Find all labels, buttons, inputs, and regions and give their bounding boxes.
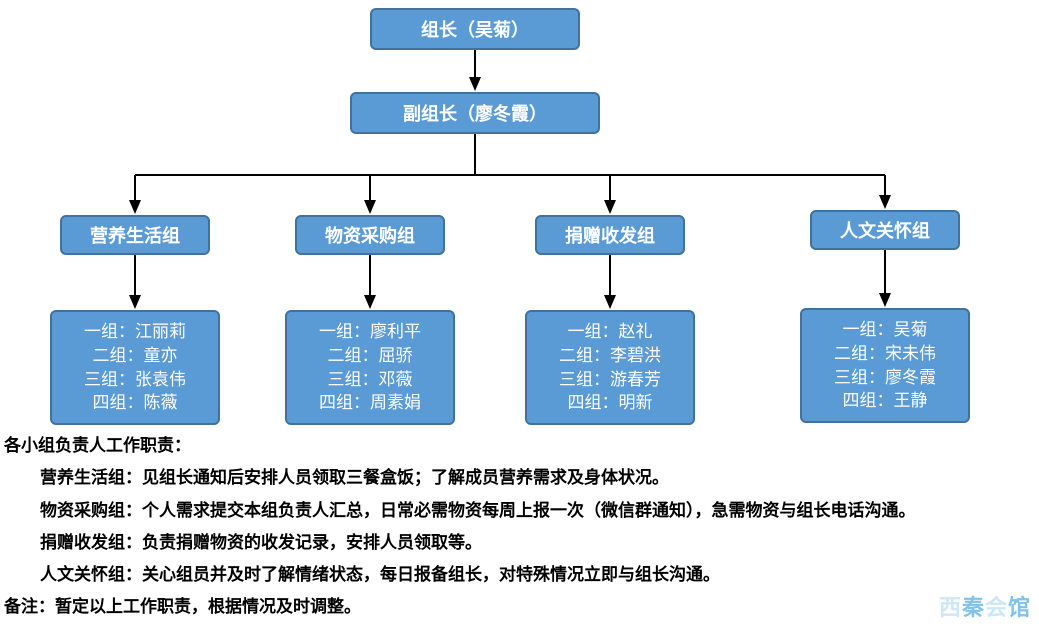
group-title-1-label: 物资采购组 (325, 222, 415, 248)
group-title-3: 人文关怀组 (810, 210, 960, 250)
group-members-1: 一组：廖利平 二组：屈骄 三组：邓薇 四组：周素娟 (285, 310, 455, 425)
notes-remark: 备注：暂定以上工作职责，根据情况及时调整。 (0, 591, 1039, 623)
member-row: 一组：江丽莉 (62, 320, 208, 344)
member-row: 四组：王静 (812, 389, 958, 413)
deputy-node: 副组长（廖冬霞） (350, 92, 600, 134)
notes-line: 物资采购组：个人需求提交本组负责人汇总，日常必需物资每周上报一次（微信群通知），… (0, 495, 1039, 527)
member-row: 一组：廖利平 (297, 320, 443, 344)
notes-block: 各小组负责人工作职责： 营养生活组：见组长通知后安排人员领取三餐盒饭；了解成员营… (0, 430, 1039, 624)
member-row: 二组：屈骄 (297, 344, 443, 368)
member-row: 一组：赵礼 (537, 320, 683, 344)
notes-line: 营养生活组：见组长通知后安排人员领取三餐盒饭；了解成员营养需求及身体状况。 (0, 462, 1039, 494)
notes-line: 捐赠收发组：负责捐赠物资的收发记录，安排人员领取等。 (0, 527, 1039, 559)
leader-node: 组长（吴菊） (370, 8, 580, 50)
member-row: 三组：游春芳 (537, 368, 683, 392)
member-row: 二组：宋未伟 (812, 342, 958, 366)
group-members-2: 一组：赵礼 二组：李碧洪 三组：游春芳 四组：明新 (525, 310, 695, 425)
watermark-char: 会 (985, 595, 1008, 620)
member-row: 三组：邓薇 (297, 368, 443, 392)
member-row: 四组：周素娟 (297, 391, 443, 415)
watermark-char: 西 (939, 595, 962, 620)
notes-heading: 各小组负责人工作职责： (0, 430, 1039, 462)
watermark: 西秦会馆 (939, 590, 1031, 622)
notes-line: 人文关怀组：关心组员并及时了解情绪状态，每日报备组长，对特殊情况立即与组长沟通。 (0, 559, 1039, 591)
watermark-char: 秦 (962, 595, 985, 620)
watermark-char: 馆 (1008, 595, 1031, 620)
member-row: 二组：李碧洪 (537, 344, 683, 368)
group-title-1: 物资采购组 (295, 215, 445, 255)
group-title-2-label: 捐赠收发组 (565, 222, 655, 248)
group-title-0-label: 营养生活组 (90, 222, 180, 248)
member-row: 三组：张袁伟 (62, 368, 208, 392)
member-row: 二组：童亦 (62, 344, 208, 368)
group-members-0: 一组：江丽莉 二组：童亦 三组：张袁伟 四组：陈薇 (50, 310, 220, 425)
member-row: 四组：明新 (537, 391, 683, 415)
group-title-2: 捐赠收发组 (535, 215, 685, 255)
group-title-3-label: 人文关怀组 (840, 217, 930, 243)
deputy-label: 副组长（廖冬霞） (403, 100, 547, 126)
leader-label: 组长（吴菊） (421, 16, 529, 42)
member-row: 三组：廖冬霞 (812, 366, 958, 390)
group-title-0: 营养生活组 (60, 215, 210, 255)
group-members-3: 一组：吴菊 二组：宋未伟 三组：廖冬霞 四组：王静 (800, 308, 970, 423)
member-row: 一组：吴菊 (812, 318, 958, 342)
member-row: 四组：陈薇 (62, 391, 208, 415)
